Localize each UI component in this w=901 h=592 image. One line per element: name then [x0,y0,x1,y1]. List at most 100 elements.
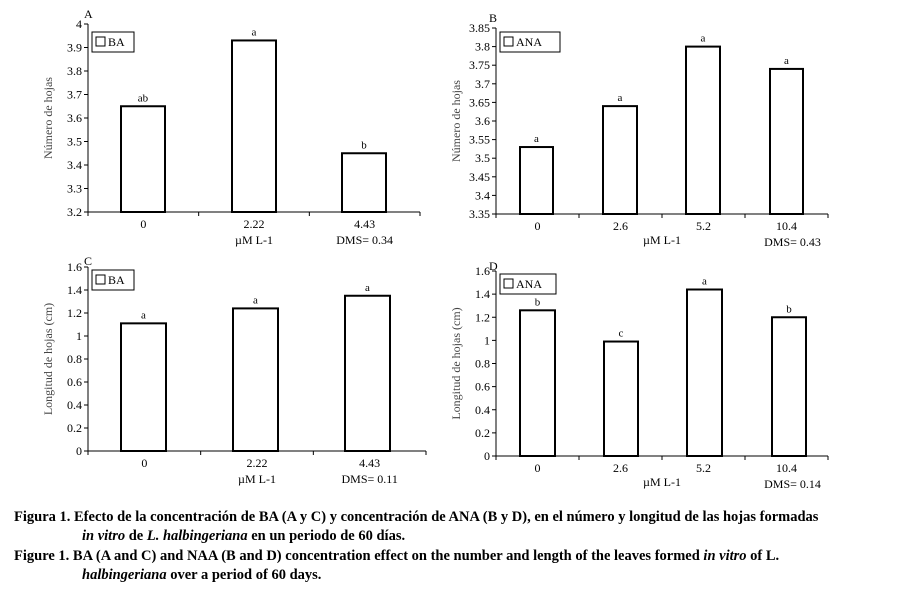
dms-label-b: DMS= 0.43 [764,235,821,249]
y-tick-label-c: 1.2 [67,306,82,320]
legend-label-d: ANA [516,277,542,291]
legend-label-c: BA [108,273,125,287]
bar-a [231,39,277,214]
x-tick-label-b: 10.4 [776,219,797,233]
bar-letter-d: b [535,296,541,308]
bar-a [120,105,166,213]
y-tick-label-b: 3.75 [469,58,490,72]
x-tick-label-a: 4.43 [354,217,375,231]
x-unit-label-c: µM L-1 [238,472,276,486]
legend-swatch-b [503,36,514,47]
bar-letter-d: b [786,303,792,315]
y-tick-label-d: 1.6 [475,264,490,278]
y-tick-label-d: 0.2 [475,426,490,440]
y-tick-label-b: 3.5 [475,151,490,165]
y-tick-label-d: 0.6 [475,380,490,394]
bar-d [603,340,639,457]
y-tick-label-b: 3.6 [475,114,490,128]
legend-label-a: BA [108,35,125,49]
caption-en-italic: in vitro [703,548,747,564]
bar-letter-b: a [618,92,623,104]
y-tick-label-b: 3.4 [475,188,490,202]
bar-a [341,152,387,213]
bar-d [771,316,807,457]
bar-letter-c: a [253,294,258,306]
y-tick-label-d: 1.4 [475,287,490,301]
x-tick-label-d: 2.6 [613,461,628,475]
x-tick-label-b: 0 [535,219,541,233]
y-tick-label-a: 3.3 [67,182,82,196]
y-tick-label-b: 3.8 [475,40,490,54]
bar-letter-d: a [702,276,707,288]
y-tick-label-d: 1 [484,333,490,347]
panel-label-d: D [489,259,498,273]
x-tick-label-b: 2.6 [613,219,628,233]
figure-charts: A 3.2 3.3 3.4 3.5 3.6 3.7 3.8 3.9 4 Número de hoja… [41,7,829,491]
legend-box-b [499,31,561,53]
bar-b [519,146,554,215]
y-axis-label-b: Número de hojas [449,80,463,162]
caption-en-species: halbingeriana [82,567,167,583]
bar-b [602,105,638,215]
x-tick-label-b: 5.2 [696,219,711,233]
x-tick-label-d: 0 [535,461,541,475]
y-tick-label-c: 1.4 [67,283,82,297]
y-tick-label-b: 3.7 [475,77,490,91]
y-tick-label-a: 3.7 [67,88,82,102]
dms-label-d: DMS= 0.14 [764,477,821,491]
y-tick-label-a: 3.6 [67,111,82,125]
y-tick-label-b: 3.35 [469,207,490,221]
legend-swatch-c [95,274,106,285]
caption-spanish: Figura 1. Efecto de la concentración de … [14,508,899,546]
y-tick-label-c: 0.2 [67,421,82,435]
legend-swatch-a [95,36,106,47]
x-tick-label-d: 10.4 [776,461,797,475]
bar-d [686,288,723,457]
y-tick-label-a: 4 [76,17,82,31]
x-tick-label-c: 4.43 [359,456,380,470]
y-tick-label-b: 3.65 [469,95,490,109]
bar-letter-b: a [701,33,706,45]
legend-label-b: ANA [516,35,542,49]
y-tick-label-a: 3.2 [67,205,82,219]
caption-es-text: de [125,528,147,544]
y-tick-label-d: 0 [484,449,490,463]
y-tick-label-d: 1.2 [475,310,490,324]
y-tick-label-c: 0 [76,444,82,458]
bar-c [344,294,391,452]
caption-es-text-end: en un periodo de 60 días. [247,528,406,544]
y-tick-label-c: 1 [76,329,82,343]
bar-c [120,322,167,453]
bar-letter-b: a [534,133,539,145]
bar-letter-c: a [365,282,370,294]
bar-letter-a: a [252,26,257,38]
bar-letter-b: a [784,55,789,67]
bar-b [769,67,804,215]
panel-label-c: C [84,254,92,268]
x-unit-label-d: µM L-1 [643,475,681,489]
panel-label-a: A [84,7,93,21]
caption-es-species: L. halbingeriana [146,528,248,544]
y-axis-label-c: Longitud de hojas (cm) [41,303,55,415]
caption-english: Figure 1. BA (A and C) and NAA (B and D)… [14,547,899,585]
x-tick-label-c: 0 [141,456,147,470]
bar-letter-c: a [141,309,146,321]
caption-es-italic: in vitro [82,528,126,544]
y-tick-label-b: 3.45 [469,170,490,184]
y-tick-label-a: 3.8 [67,64,82,78]
x-unit-label-a: µM L-1 [235,233,273,247]
y-tick-label-c: 0.6 [67,375,82,389]
legend-box-d [499,273,557,295]
bar-b [685,45,721,215]
y-tick-label-d: 0.8 [475,357,490,371]
bar-letter-a: ab [138,92,149,104]
y-tick-label-c: 0.8 [67,352,82,366]
caption-es-line1: Figura 1. Efecto de la concentración de … [14,509,819,525]
y-tick-label-b: 3.85 [469,21,490,35]
y-axis-label-a: Número de hojas [41,77,55,159]
bar-c [232,307,279,452]
y-tick-label-c: 1.6 [67,260,82,274]
y-tick-label-a: 3.5 [67,135,82,149]
legend-swatch-d [503,278,514,289]
bar-d [519,309,556,457]
